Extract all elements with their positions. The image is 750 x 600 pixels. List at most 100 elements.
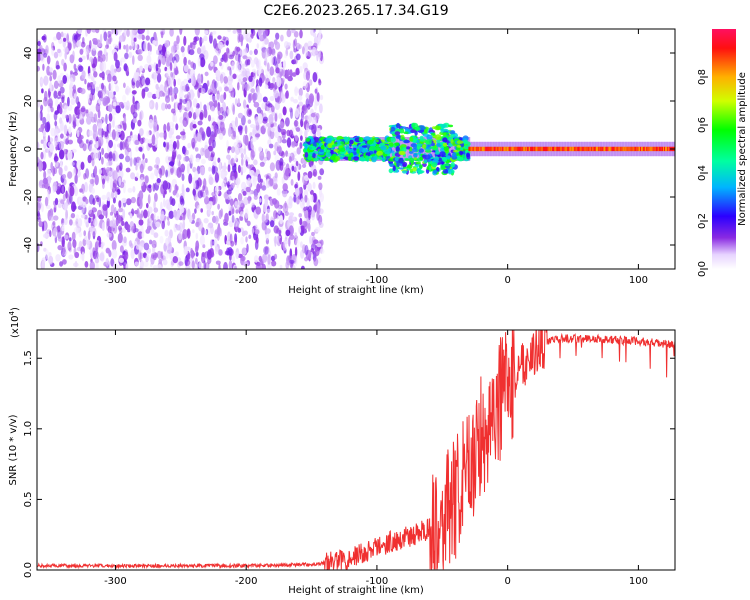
heatmap-cell [289,107,293,113]
heatmap-cell [134,139,140,146]
heatmap-cell [52,185,56,194]
heatmap-cell [262,76,266,81]
heatmap-cell [307,182,312,192]
heatmap-cell [212,139,216,149]
heatmap-cell [579,146,581,152]
heatmap-cell [109,178,113,190]
heatmap-cell [226,195,232,200]
heatmap-cell [242,190,247,196]
heatmap-cell [228,83,233,92]
y-tick-label: 1.0 [23,421,34,437]
heatmap-cell [306,217,311,225]
heatmap-cell [484,146,486,152]
heatmap-cell [402,170,408,174]
heatmap-cell [288,156,292,163]
heatmap-cell [527,146,529,152]
y-tick-label: 0.5 [23,491,34,507]
heatmap-cell [165,237,169,246]
heatmap-cell [289,69,293,78]
heatmap-cell [113,143,117,151]
heatmap-cell [217,157,221,163]
heatmap-cell [156,178,161,184]
heatmap-cell [184,255,188,267]
heatmap-cell [86,29,92,34]
heatmap-cell [146,130,150,137]
heatmap-cell [214,246,219,255]
snr-scale-exponent: 4 [8,310,16,315]
heatmap-cell [68,254,74,260]
heatmap-cell [307,51,313,57]
heatmap-cell [155,101,159,111]
heatmap-cell [86,116,92,125]
heatmap-cell [227,164,231,173]
heatmap-cell [106,173,110,184]
heatmap-cell [186,100,191,112]
heatmap-cell [368,146,376,151]
heatmap-cell [605,146,607,152]
heatmap-cell [143,209,148,219]
heatmap-cell [220,73,224,84]
heatmap-cell [269,220,275,228]
heatmap-cell [210,225,214,235]
heatmap-cell [441,128,448,132]
heatmap-cell [227,75,234,82]
heatmap-cell [281,139,287,144]
heatmap-cell [43,138,47,150]
heatmap-cell [64,51,67,60]
heatmap-cell [210,239,213,248]
heatmap-cell [312,181,316,190]
heatmap-cell [105,44,109,50]
heatmap-cell [43,75,49,86]
heatmap-cell [206,80,210,87]
heatmap-cell [197,88,201,99]
heatmap-cell [340,147,346,153]
heatmap-cell [239,216,244,221]
heatmap-cell [217,203,221,210]
heatmap-cell [99,33,103,44]
heatmap-cell [179,123,184,132]
heatmap-cell [289,234,295,240]
heatmap-cell [617,146,619,152]
heatmap-cell [483,146,485,152]
heatmap-cell [655,146,658,152]
heatmap-cell [452,152,457,158]
heatmap-cell [194,208,197,214]
heatmap-cell [81,183,85,194]
heatmap-cell [210,125,214,132]
heatmap-cell [87,230,91,241]
heatmap-cell [47,105,51,113]
heatmap-cell [171,108,176,114]
heatmap-cell [123,121,127,131]
heatmap-cell [652,146,655,152]
heatmap-cell [181,183,185,195]
x-tick-label: -100 [366,576,389,587]
heatmap-cell [409,168,414,173]
heatmap-cell [259,198,262,203]
heatmap-cell [169,245,173,252]
heatmap-cell [77,29,83,35]
heatmap-cell [402,147,407,152]
heatmap-cell [38,127,44,132]
heatmap-cell [228,220,234,228]
heatmap-cell [115,210,119,216]
heatmap-cell [60,133,64,139]
heatmap-cell [243,230,248,236]
heatmap-cell [169,139,173,148]
x-tick-label: 0 [504,275,510,286]
heatmap-cell [299,29,303,39]
heatmap-cell [172,140,177,150]
x-tick-label: 100 [629,576,648,587]
heatmap-cell [57,236,63,242]
heatmap-cell [332,153,337,157]
heatmap-cell [661,146,664,152]
heatmap-cell [243,148,247,155]
heatmap-cell [388,158,395,162]
heatmap-cell [198,221,204,232]
heatmap-cell [96,241,100,249]
heatmap-cell [619,146,621,152]
heatmap-cell [140,137,144,145]
heatmap-cell [110,132,113,138]
heatmap-cell [147,165,153,172]
heatmap-cell [147,64,152,73]
heatmap-cell [189,154,194,164]
